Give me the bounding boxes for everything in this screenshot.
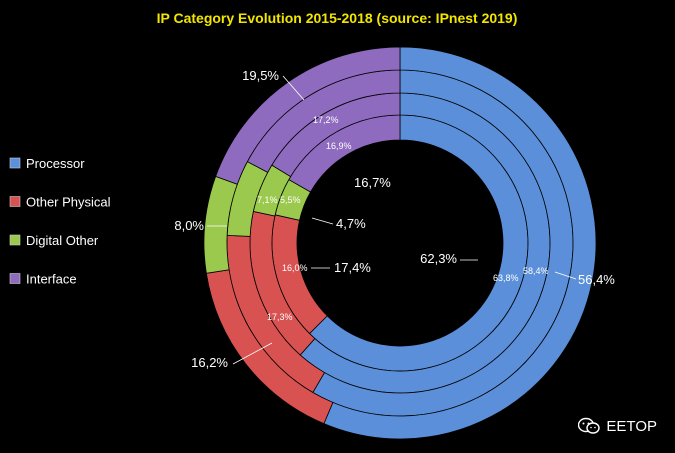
slice-outer-interface [215,46,401,185]
label-third-other-physical: 17,3% [267,312,293,322]
label-third-interface: 17,2% [313,115,339,125]
label-third-digital-other: 7,1% [257,195,278,205]
legend-label-processor: Processor [26,156,85,171]
data-labels: 62,3% 16,0% 4,7% 16,7% 63,8% 17,4% 5,5% 16,9% 58… [174,68,615,370]
label-outer-other-physical: 16,2% [191,355,228,370]
label-outer-interface: 19,5% [242,68,279,83]
watermark-text: EETOP [606,417,657,435]
label-second-other-physical: 17,4% [334,260,371,275]
donut-rings [203,46,597,440]
legend-label-digital-other: Digital Other [26,233,99,248]
slice-outer-processor [323,46,597,440]
leader-line-inner-digital-other [311,217,334,225]
leader-line-outer-other-physical [232,342,273,365]
leader-line-outer-interface [282,75,305,101]
chart-legend: Processor Other Physical Digital Other Inte… [9,156,111,287]
wechat-icon [578,417,601,434]
legend-swatch-processor [9,157,21,169]
watermark: EETOP [578,417,657,435]
label-second-interface: 16,9% [326,141,352,151]
label-inner-other-physical: 16,0% [282,263,308,273]
legend-swatch-other-physical [9,196,21,207]
label-inner-processor: 62,3% [420,251,457,266]
label-outer-processor: 56,4% [578,272,615,287]
label-inner-digital-other: 4,7% [336,216,366,231]
legend-label-interface: Interface [26,272,77,287]
label-outer-digital-other: 8,0% [174,218,204,233]
legend-swatch-interface [9,273,21,284]
legend-swatch-digital-other [9,234,21,246]
label-second-processor: 63,8% [493,273,519,283]
legend-label-other-physical: Other Physical [26,195,111,210]
label-inner-interface: 16,7% [354,175,391,190]
leader-line-outer-processor [554,271,577,280]
chart-title: IP Category Evolution 2015-2018 (source:… [157,10,518,26]
label-third-processor: 58,4% [523,266,549,276]
label-second-digital-other: 5,5% [280,195,301,205]
